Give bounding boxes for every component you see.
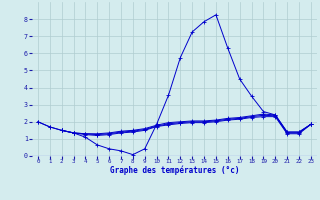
X-axis label: Graphe des températures (°c): Graphe des températures (°c) [110, 165, 239, 175]
